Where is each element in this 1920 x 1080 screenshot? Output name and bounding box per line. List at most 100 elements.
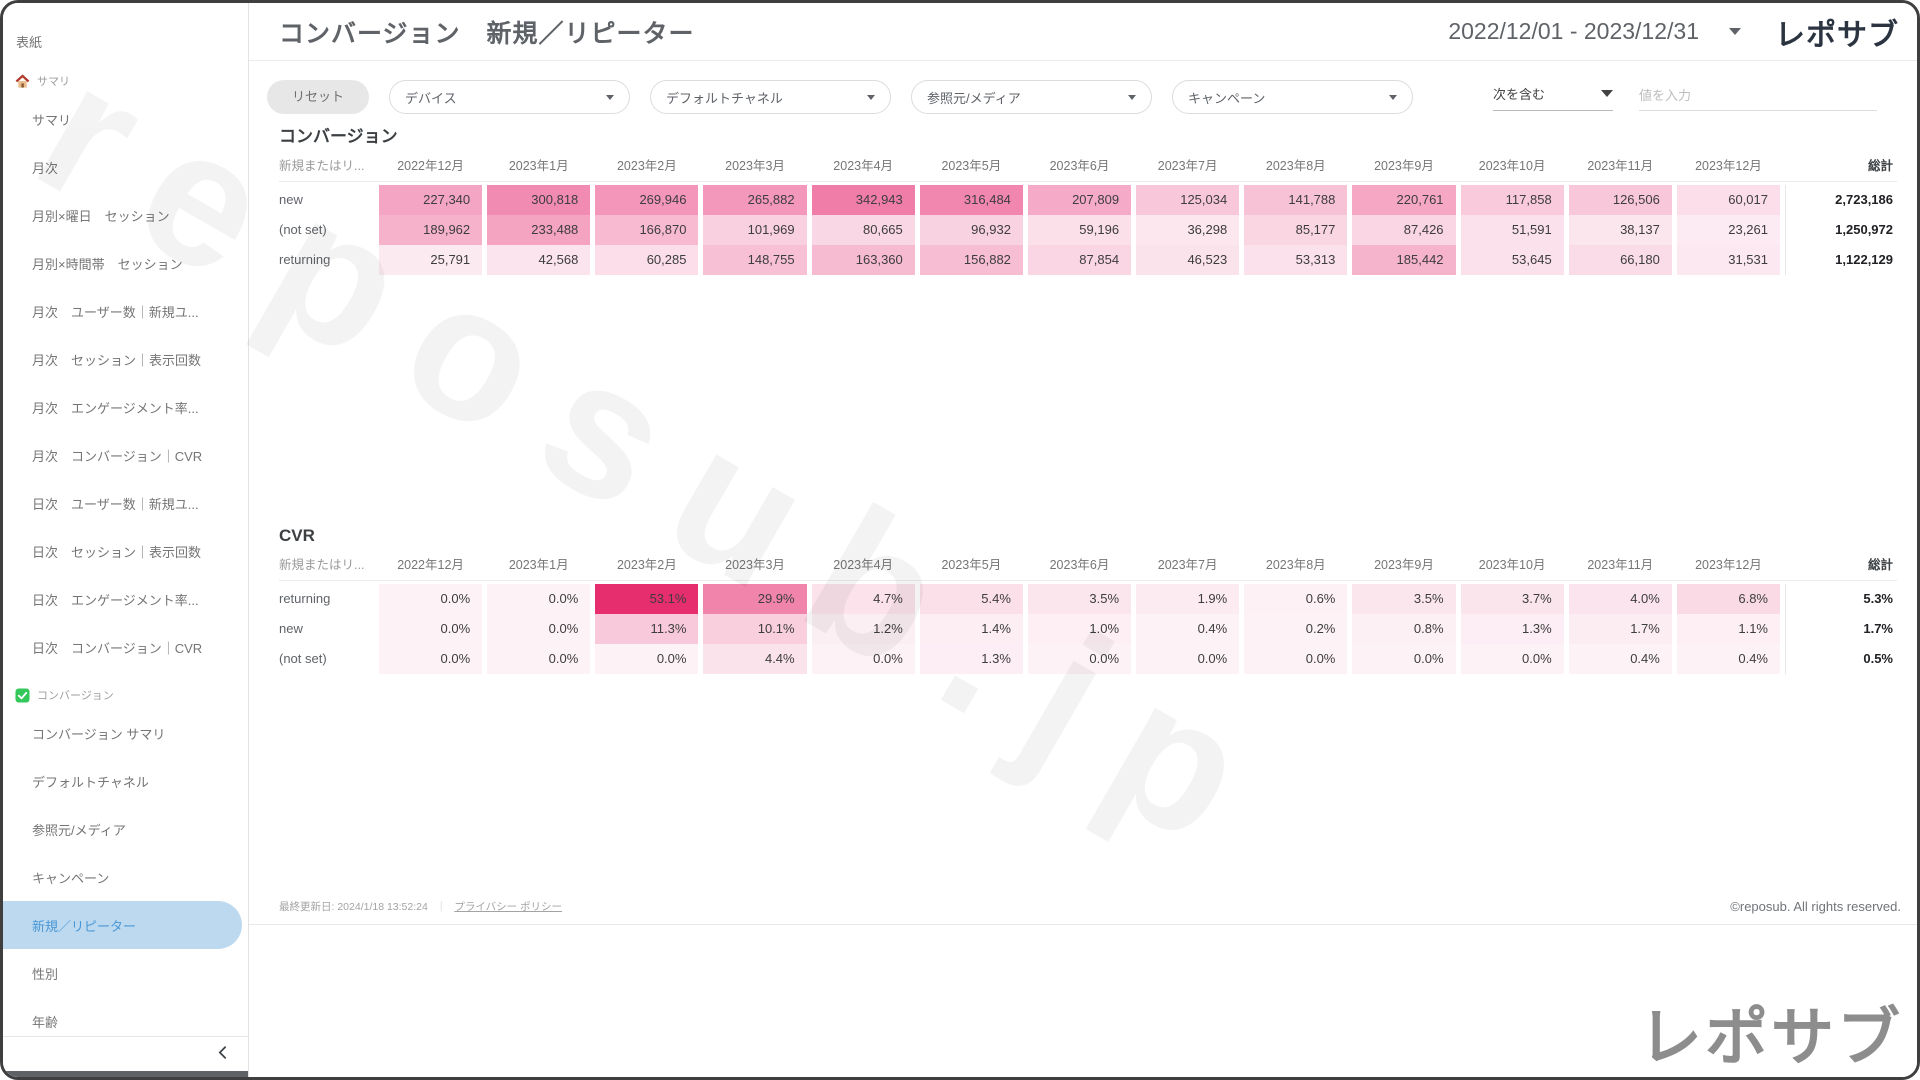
column-header[interactable]: 2023年7月 [1157, 159, 1218, 173]
heatmap-cell: 101,969 [703, 215, 807, 245]
match-type-select[interactable]: 次を含む [1493, 84, 1613, 111]
column-header[interactable]: 2023年5月 [941, 159, 1002, 173]
filter-dropdown[interactable]: デバイス [389, 80, 631, 114]
last-updated-text: 最終更新日: 2024/1/18 13:52:24 [279, 901, 428, 913]
column-header[interactable]: 2023年11月 [1587, 159, 1654, 173]
brand-logo: レポサブ [1775, 18, 1899, 52]
sidebar-section-header: サマリ [3, 67, 248, 95]
sidebar-item[interactable]: キャンペーン [32, 870, 110, 886]
column-header[interactable]: 2023年6月 [1049, 558, 1110, 572]
horizontal-scrollbar[interactable] [3, 1071, 248, 1077]
sidebar-item[interactable]: コンバージョン サマリ [32, 726, 166, 742]
filter-dropdown[interactable]: デフォルトチャネル [650, 80, 892, 114]
heatmap-cell: 342,943 [811, 185, 915, 215]
filter-dropdown[interactable]: キャンペーン [1172, 80, 1414, 114]
sidebar-item[interactable]: 月別×曜日 セッション [32, 208, 170, 224]
sidebar-collapse-button[interactable] [215, 1045, 230, 1065]
sidebar-item[interactable]: 日次 コンバージョン｜CVR [32, 640, 203, 656]
chevron-left-icon [215, 1045, 230, 1065]
heatmap-cell: 1.9% [1136, 584, 1240, 614]
heatmap-cell: 0.0% [1136, 644, 1240, 674]
column-header[interactable]: 2023年1月 [508, 558, 569, 572]
column-header[interactable]: 2023年9月 [1374, 159, 1434, 173]
sidebar-item[interactable]: 性別 [32, 966, 59, 982]
heatmap-cell: 0.0% [811, 644, 915, 674]
sidebar-item[interactable]: 新規／リピーター [3, 901, 242, 949]
heatmap-cell: 1.1% [1676, 614, 1780, 644]
brand-logo-large: レポサブ [1639, 1003, 1903, 1073]
column-header[interactable]: 2023年5月 [941, 558, 1002, 572]
column-header[interactable]: 2023年4月 [833, 558, 894, 572]
filter-value-input[interactable] [1639, 87, 1877, 111]
column-header[interactable]: 2023年12月 [1695, 558, 1762, 572]
sidebar-item[interactable]: 月別×時間帯 セッション [32, 256, 183, 272]
column-header[interactable]: 2023年7月 [1157, 558, 1218, 572]
heatmap-cell: 10.1% [703, 614, 807, 644]
column-header[interactable]: 2022年12月 [397, 159, 464, 173]
heatmap-cell: 0.0% [1460, 644, 1564, 674]
heatmap-cell: 31,531 [1676, 245, 1780, 275]
dimension-header[interactable]: 新規またはリ... [279, 558, 365, 572]
heatmap-cell: 316,484 [919, 185, 1023, 215]
table-row: returning 25,791 42,568 60,285 148,755 163,36… [279, 245, 1897, 275]
heatmap-cell: 189,962 [379, 215, 483, 245]
cvr-table-section: CVR 新規またはリ... 2022年12月 2023年1月 2023年2月 2023年… [279, 524, 1897, 674]
sidebar-item[interactable]: 年齢 [32, 1014, 59, 1030]
table-row: new 0.0% 0.0% 11.3% 10.1% 1.2% 1.4% 1.0% 0.4% 0.2… [279, 614, 1897, 644]
sidebar-item[interactable]: 日次 エンゲージメント率... [32, 592, 199, 608]
date-range-value: 2022/12/01 - 2023/12/31 [1448, 18, 1699, 44]
column-header[interactable]: 2022年12月 [397, 558, 464, 572]
sidebar-item-cover[interactable]: 表紙 [16, 35, 43, 50]
sidebar-item[interactable]: 参照元/メディア [32, 822, 126, 838]
heatmap-cell: 42,568 [487, 245, 591, 275]
row-total: 1.7% [1785, 614, 1897, 644]
date-range-picker[interactable]: 2022/12/01 - 2023/12/31 [1448, 18, 1741, 45]
column-header[interactable]: 2023年6月 [1049, 159, 1110, 173]
table-title: CVR [279, 526, 315, 545]
column-header[interactable]: 2023年10月 [1478, 159, 1546, 173]
privacy-policy-link[interactable]: プライバシー ポリシー [454, 901, 563, 913]
heatmap-cell: 38,137 [1568, 215, 1672, 245]
column-header[interactable]: 2023年9月 [1374, 558, 1434, 572]
sidebar-item[interactable]: 月次 コンバージョン｜CVR [32, 448, 203, 464]
heatmap-cell: 0.6% [1244, 584, 1348, 614]
reset-button[interactable]: リセット [267, 80, 370, 114]
check-icon [15, 687, 30, 703]
sidebar-item[interactable]: 日次 セッション｜表示回数 [32, 544, 202, 560]
heatmap-cell: 0.2% [1244, 614, 1348, 644]
column-header[interactable]: 2023年8月 [1265, 159, 1326, 173]
column-header[interactable]: 2023年10月 [1478, 558, 1546, 572]
filter-dropdown-label: デフォルトチャネル [666, 90, 783, 106]
heatmap-cell: 0.0% [1027, 644, 1132, 674]
sidebar-item[interactable]: サマリ [32, 112, 72, 128]
advanced-filter: 次を含む [1493, 84, 1877, 111]
sidebar-item[interactable]: 月次 セッション｜表示回数 [32, 352, 202, 368]
column-header[interactable]: 2023年2月 [616, 159, 677, 173]
column-header[interactable]: 2023年3月 [725, 558, 785, 572]
sidebar-item[interactable]: 月次 ユーザー数｜新規ユ... [32, 304, 199, 320]
column-header[interactable]: 2023年12月 [1695, 159, 1762, 173]
heatmap-cell: 85,177 [1244, 215, 1348, 245]
sidebar-nav: サマリ サマリ 月次 月別×曜日 セッション 月別×時間帯 セッション 月次 ユーザー数｜… [3, 67, 248, 1045]
column-header[interactable]: 2023年4月 [833, 159, 894, 173]
column-header[interactable]: 2023年2月 [616, 558, 677, 572]
sidebar-item[interactable]: 月次 [32, 160, 59, 176]
heatmap-cell: 3.5% [1352, 584, 1456, 614]
sidebar-footer-divider [3, 1036, 248, 1037]
sidebar-item[interactable]: 日次 ユーザー数｜新規ユ... [32, 496, 199, 512]
heatmap-cell: 0.0% [1244, 644, 1348, 674]
column-header[interactable]: 2023年3月 [725, 159, 785, 173]
column-header[interactable]: 2023年8月 [1265, 558, 1326, 572]
chevron-down-icon [1601, 89, 1613, 97]
sidebar-item[interactable]: デフォルトチャネル [32, 774, 149, 790]
column-header[interactable]: 2023年1月 [508, 159, 569, 173]
total-column-header[interactable]: 総計 [1867, 558, 1893, 572]
total-column-header[interactable]: 総計 [1867, 159, 1893, 173]
dimension-header[interactable]: 新規またはリ... [279, 159, 365, 173]
filter-dropdown[interactable]: 参照元/メディア [911, 80, 1153, 114]
sidebar-item[interactable]: 月次 エンゲージメント率... [32, 400, 199, 416]
column-header[interactable]: 2023年11月 [1587, 558, 1654, 572]
table-row: returning 0.0% 0.0% 53.1% 29.9% 4.7% 5.4% 3.5% 1… [279, 584, 1897, 614]
row-label: new [279, 621, 303, 636]
